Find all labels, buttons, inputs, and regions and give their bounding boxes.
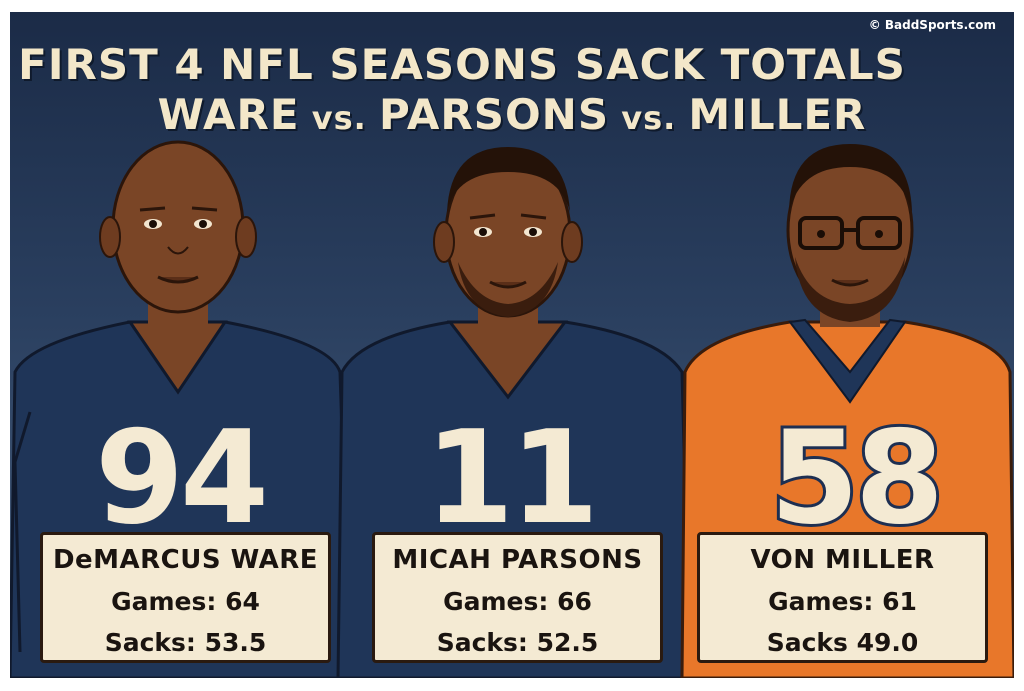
jersey-number-miller: 58 [767,401,947,556]
player-name: MICAH PARSONS [392,545,643,575]
sacks-stat: Sacks: 52.5 [436,628,599,657]
title-line-2: WARE vs. PARSONS vs. MILLER [10,90,1014,139]
player-name: DeMARCUS WARE [52,545,319,575]
games-stat: Games: 61 [768,587,917,616]
title-vs-1: vs. [299,99,379,137]
games-stat: Games: 64 [111,587,260,616]
jersey-number-parsons: 11 [424,404,599,553]
stat-card-miller: VON MILLER Games: 61 Sacks 49.0 [697,532,988,663]
title-player-3: MILLER [688,90,867,139]
games-stat: Games: 66 [443,587,592,616]
infographic: © BaddSports.com FIRST 4 NFL SEASONS SAC… [10,12,1014,678]
title-line-1: FIRST 4 NFL SEASONS SACK TOTALS [18,40,906,89]
stat-card-parsons: MICAH PARSONS Games: 66 Sacks: 52.5 [372,532,663,663]
title-vs-2: vs. [609,99,689,137]
title-player-1: WARE [157,90,300,139]
jersey-number-ware: 94 [94,404,269,553]
sacks-stat: Sacks: 53.5 [104,628,267,657]
copyright-text: © BaddSports.com [868,18,996,32]
title-player-2: PARSONS [378,90,610,139]
stat-card-ware: DeMARCUS WARE Games: 64 Sacks: 53.5 [40,532,331,663]
sacks-stat: Sacks 49.0 [766,628,919,657]
player-name: VON MILLER [750,545,935,575]
